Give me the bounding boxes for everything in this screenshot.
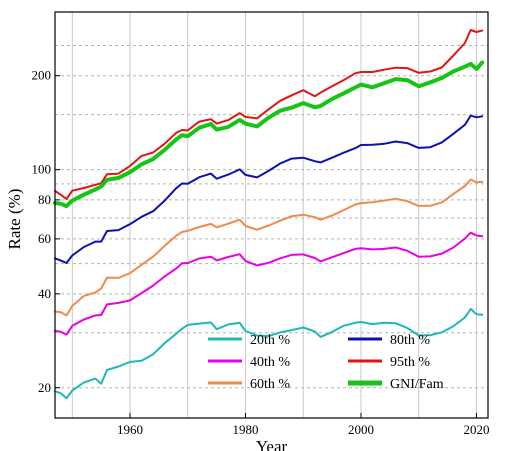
y-ticks: 20 40 60 80 100 200 [32,68,60,395]
y-tick-label: 80 [38,192,51,207]
legend-label: 95th % [390,355,430,370]
series-layer [53,29,485,400]
y-tick-label: 40 [38,286,51,301]
series-line-80th [54,114,484,264]
x-tick-label: 2000 [348,422,374,437]
legend-label: GNI/Fam [390,377,444,392]
x-tick-label: 1980 [233,422,259,437]
legend-label: 20th % [250,333,290,348]
series-line-95th [54,29,484,200]
series-line-40th [54,231,484,336]
series-line-20th [54,307,484,400]
series-line-60th [54,178,484,317]
legend: 20th % 80th % 40th % 95th % 60th % GNI/Fam [208,333,444,392]
x-tick-label: 1960 [117,422,143,437]
legend-label: 40th % [250,355,290,370]
x-ticks: 1960 1980 2000 2020 [117,413,489,437]
series-line-gni-fam [53,60,485,209]
y-tick-label: 60 [38,231,51,246]
y-tick-label: 100 [32,162,52,177]
legend-label: 60th % [250,377,290,392]
y-axis-title: Rate (%) [5,189,24,250]
x-axis-title: Year [256,437,288,451]
y-tick-label: 20 [38,380,51,395]
x-tick-label: 2020 [463,422,489,437]
y-tick-label: 200 [32,68,52,83]
legend-label: 80th % [390,333,430,348]
plot-frame [54,11,489,419]
